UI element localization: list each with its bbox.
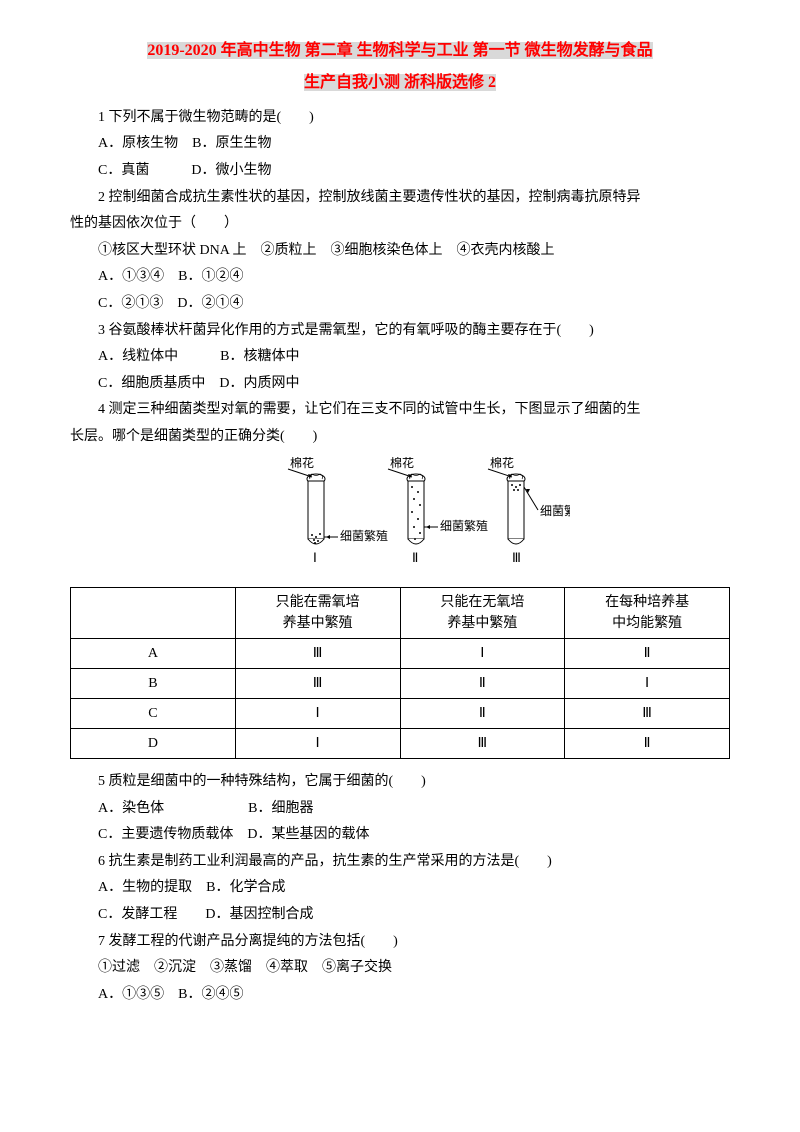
q6-optA: A．生物的提取 B．化学合成 [70, 875, 730, 902]
bacteria-label-3: 细菌繁殖 [540, 503, 570, 518]
q1-optA: A．原核生物 B．原生生物 [70, 131, 730, 158]
cotton-label-2: 棉花 [390, 457, 414, 470]
q2-optA: A．①③④ B．①②④ [70, 264, 730, 291]
cotton-label-1: 棉花 [290, 457, 314, 470]
cell: D [71, 729, 236, 759]
table-row: D Ⅰ Ⅲ Ⅱ [71, 729, 730, 759]
cotton-label-3: 棉花 [490, 457, 514, 470]
tube-3: 棉花 细菌繁殖 Ⅲ [488, 457, 570, 565]
q6-stem: 6 抗生素是制药工业利润最高的产品，抗生素的生产常采用的方法是( ) [70, 849, 730, 876]
page-title-1: 2019-2020 年高中生物 第二章 生物科学与工业 第一节 微生物发酵与食品 [70, 36, 730, 66]
page-title-2: 生产自我小测 浙科版选修 2 [70, 68, 730, 98]
cell: Ⅱ [400, 699, 565, 729]
roman-3: Ⅲ [512, 550, 521, 565]
q5-optA: A．染色体 B．细胞器 [70, 796, 730, 823]
q2-optC: C．②①③ D．②①④ [70, 291, 730, 318]
cell: C [71, 699, 236, 729]
table-header-row: 只能在需氧培养基中繁殖 只能在无氧培养基中繁殖 在每种培养基中均能繁殖 [71, 588, 730, 639]
q3-optA: A．线粒体中 B．核糖体中 [70, 344, 730, 371]
roman-2: Ⅱ [412, 550, 418, 565]
q5-stem: 5 质粒是细菌中的一种特殊结构，它属于细菌的( ) [70, 769, 730, 796]
title-text-1: 2019-2020 年高中生物 第二章 生物科学与工业 第一节 微生物发酵与食品 [147, 42, 652, 59]
q4-stem2: 长层。哪个是细菌类型的正确分类( ) [70, 424, 730, 451]
cell: Ⅱ [565, 729, 730, 759]
cell: Ⅰ [235, 729, 400, 759]
cell: Ⅲ [235, 639, 400, 669]
q1-optC: C．真菌 D．微小生物 [70, 158, 730, 185]
q3-stem: 3 谷氨酸棒状杆菌异化作用的方式是需氧型，它的有氧呼吸的酶主要存在于( ) [70, 318, 730, 345]
th-0 [71, 588, 236, 639]
q2-circled: ①核区大型环状 DNA 上 ②质粒上 ③细胞核染色体上 ④衣壳内核酸上 [70, 238, 730, 265]
bacteria-label-2: 细菌繁殖 [440, 518, 488, 533]
cell: Ⅱ [565, 639, 730, 669]
cell: Ⅰ [400, 639, 565, 669]
q5-optC: C．主要遗传物质载体 D．某些基因的载体 [70, 822, 730, 849]
q7-stem: 7 发酵工程的代谢产品分离提纯的方法包括( ) [70, 929, 730, 956]
th-3: 在每种培养基中均能繁殖 [565, 588, 730, 639]
th-2: 只能在无氧培养基中繁殖 [400, 588, 565, 639]
tube-1: 棉花 细菌繁殖 Ⅰ [288, 457, 388, 565]
q4-diagram: 棉花 细菌繁殖 Ⅰ 棉花 [70, 457, 730, 578]
tube-2: 棉花 细菌繁殖 Ⅱ [388, 457, 488, 565]
q3-optC: C．细胞质基质中 D．内质网中 [70, 371, 730, 398]
cell: A [71, 639, 236, 669]
cell: B [71, 669, 236, 699]
roman-1: Ⅰ [313, 550, 317, 565]
q7-optA: A．①③⑤ B．②④⑤ [70, 982, 730, 1009]
cell: Ⅲ [565, 699, 730, 729]
q4-table: 只能在需氧培养基中繁殖 只能在无氧培养基中繁殖 在每种培养基中均能繁殖 A Ⅲ … [70, 587, 730, 759]
cell: Ⅲ [400, 729, 565, 759]
cell: Ⅲ [235, 669, 400, 699]
table-row: A Ⅲ Ⅰ Ⅱ [71, 639, 730, 669]
cell: Ⅰ [565, 669, 730, 699]
table-row: C Ⅰ Ⅱ Ⅲ [71, 699, 730, 729]
cell: Ⅰ [235, 699, 400, 729]
cell: Ⅱ [400, 669, 565, 699]
table-row: B Ⅲ Ⅱ Ⅰ [71, 669, 730, 699]
title-text-2: 生产自我小测 浙科版选修 2 [304, 74, 496, 91]
q6-optC: C．发酵工程 D．基因控制合成 [70, 902, 730, 929]
q2-stem2: 性的基因依次位于（ ） [70, 211, 730, 238]
q4-stem1: 4 测定三种细菌类型对氧的需要，让它们在三支不同的试管中生长，下图显示了细菌的生 [70, 397, 730, 424]
th-1: 只能在需氧培养基中繁殖 [235, 588, 400, 639]
q2-stem1: 2 控制细菌合成抗生素性状的基因，控制放线菌主要遗传性状的基因，控制病毒抗原特异 [70, 185, 730, 212]
bacteria-label-1: 细菌繁殖 [340, 528, 388, 543]
q1-stem: 1 下列不属于微生物范畴的是( ) [70, 105, 730, 132]
q7-circled: ①过滤 ②沉淀 ③蒸馏 ④萃取 ⑤离子交换 [70, 955, 730, 982]
